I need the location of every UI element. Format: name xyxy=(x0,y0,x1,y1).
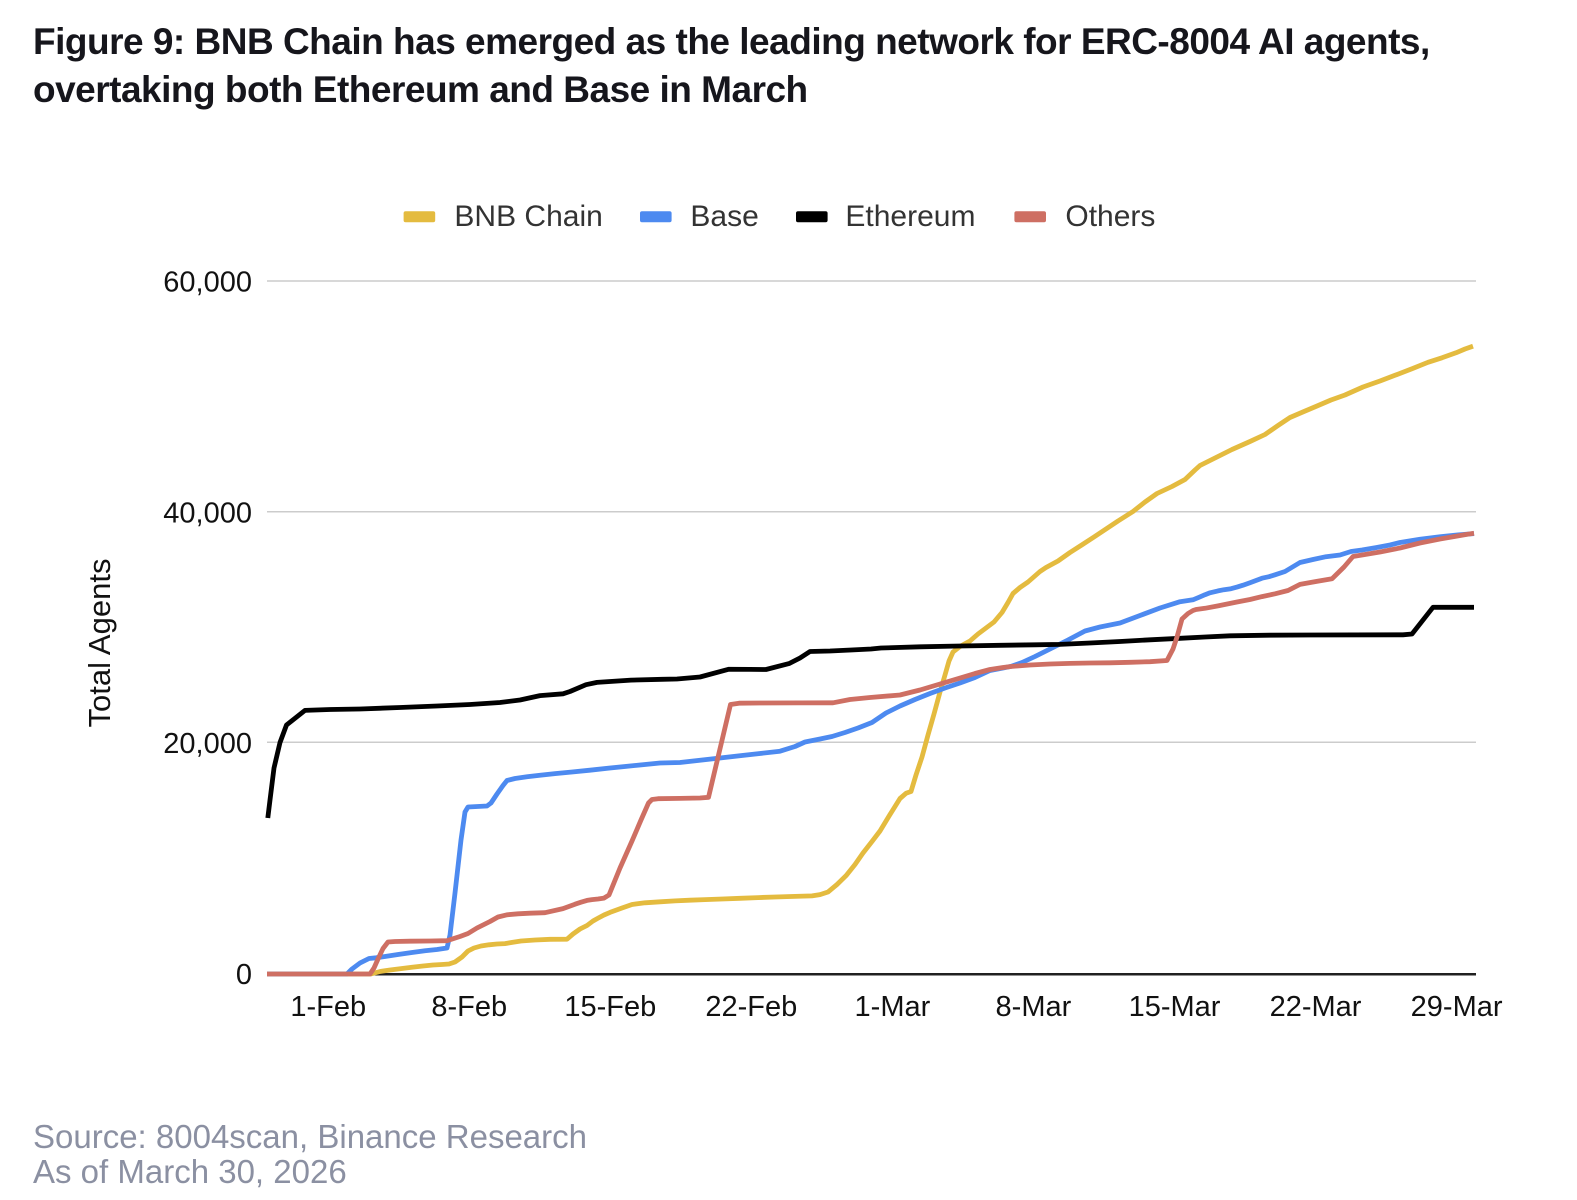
svg-text:29-Mar: 29-Mar xyxy=(1411,991,1503,1023)
svg-text:0: 0 xyxy=(236,959,252,991)
svg-text:1-Feb: 1-Feb xyxy=(290,991,366,1023)
svg-text:Total Agents: Total Agents xyxy=(82,559,117,728)
svg-text:Base: Base xyxy=(690,200,758,233)
svg-text:40,000: 40,000 xyxy=(163,497,252,529)
svg-text:60,000: 60,000 xyxy=(163,267,252,299)
svg-text:15-Feb: 15-Feb xyxy=(564,991,656,1023)
svg-text:8-Mar: 8-Mar xyxy=(996,991,1072,1023)
svg-text:Others: Others xyxy=(1065,200,1155,233)
svg-text:22-Mar: 22-Mar xyxy=(1270,991,1362,1023)
svg-text:15-Mar: 15-Mar xyxy=(1129,991,1221,1023)
svg-text:8-Feb: 8-Feb xyxy=(431,991,507,1023)
svg-text:1-Mar: 1-Mar xyxy=(855,991,931,1023)
svg-text:22-Feb: 22-Feb xyxy=(705,991,797,1023)
svg-text:Ethereum: Ethereum xyxy=(845,200,975,233)
svg-text:20,000: 20,000 xyxy=(163,728,252,760)
svg-text:BNB Chain: BNB Chain xyxy=(454,200,602,233)
